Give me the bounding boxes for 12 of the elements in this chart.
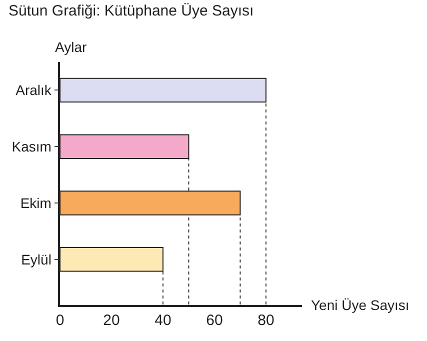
x-axis-title: Yeni Üye Sayısı: [311, 297, 410, 313]
y-tick-label: Aralık: [16, 82, 52, 98]
y-axis-title: Aylar: [55, 39, 87, 55]
x-tick-label: 80: [258, 312, 274, 329]
y-tick-label: Ekim: [20, 194, 52, 211]
y-tick-label: Eylül: [21, 251, 52, 268]
chart-title: Sütun Grafiği: Kütüphane Üye Sayısı: [8, 2, 254, 20]
y-tick-label: Kasım: [12, 138, 52, 154]
x-tick-label: 0: [56, 312, 64, 329]
x-tick-label: 40: [154, 312, 172, 329]
x-tick-label: 60: [206, 312, 223, 329]
x-tick-label: 20: [103, 312, 120, 329]
